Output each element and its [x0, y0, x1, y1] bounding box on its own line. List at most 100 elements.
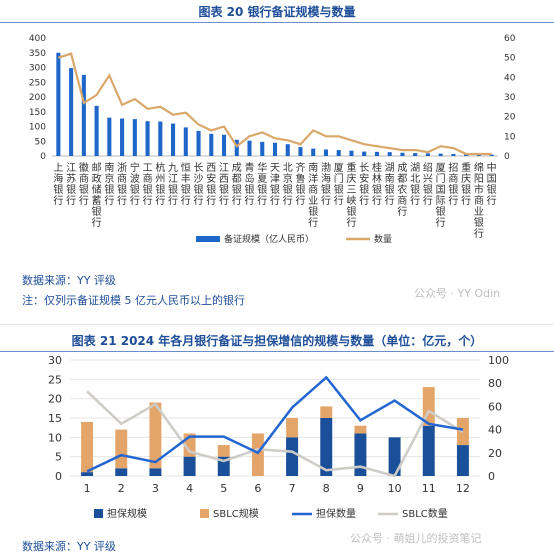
guarantee-bar [456, 445, 469, 476]
x-tick-label: 中国银行 [487, 161, 497, 207]
bar [400, 152, 405, 156]
y-right-tick-label: 40 [488, 424, 502, 437]
guarantee-bar [149, 468, 162, 476]
y-right-tick-label: 50 [504, 54, 516, 64]
y-right-tick-label: 60 [504, 34, 516, 44]
x-tick-label: 绍兴银行 [423, 161, 433, 207]
bar [323, 149, 329, 156]
bar [145, 121, 150, 156]
guarantee-bar [183, 456, 196, 476]
y-right-tick-label: 0 [488, 470, 495, 483]
guarantee-count-line [86, 375, 464, 473]
bar [260, 141, 265, 156]
x-tick-label: 长安银行 [359, 162, 369, 207]
x-tick-label: 重庆三峡银行 [346, 161, 356, 229]
bar [298, 147, 303, 156]
guarantee-bar [81, 472, 94, 476]
bar [107, 117, 112, 156]
sblc-bar [183, 433, 196, 457]
bar [120, 118, 125, 156]
bar [311, 148, 316, 156]
watermark-top: 公众号 · YY Odin [414, 287, 501, 300]
y-left-tick-label: 10 [48, 431, 62, 444]
bar [94, 105, 99, 156]
x-tick-label: 青岛银行 [245, 161, 255, 207]
y-right-tick-label: 20 [504, 113, 516, 123]
legend-line-label: 数量 [374, 233, 392, 245]
x-tick-label: 浙商银行 [117, 162, 127, 207]
y-left-tick-label: 30 [48, 354, 62, 367]
y-left-tick-label: 0 [40, 152, 46, 162]
y-left-tick-label: 50 [35, 137, 47, 147]
count-line [58, 52, 492, 156]
y-right-tick-label: 60 [488, 400, 502, 413]
y-left-tick-label: 200 [29, 93, 46, 103]
legend-bar-swatch [196, 236, 220, 242]
x-tick-label: 渤海银行 [321, 161, 331, 207]
x-tick-label: 九江银行 [168, 162, 178, 207]
x-tick-label: 桂林银行 [372, 161, 382, 207]
bar [451, 153, 456, 156]
figure20-note: 注：仅列示备证规模 5 亿元人民币以上的银行 [22, 294, 245, 307]
sblc-bar [217, 445, 230, 457]
legend-sblc-bar-label: SBLC规模 [213, 507, 259, 520]
bar [476, 154, 481, 156]
bar [349, 150, 354, 156]
x-tick-label: 杭州银行 [155, 161, 165, 207]
x-tick-label: 湖南银行 [385, 162, 395, 207]
legend-bar-label: 备证规模（亿人民币） [224, 233, 314, 245]
x-tick-label: 西安银行 [206, 163, 216, 207]
x-tick-label: 徽商银行 [79, 161, 89, 207]
y-left-tick-label: 300 [29, 64, 46, 74]
figure20-title: 图表 20 银行备证规模与数量 [0, 2, 554, 23]
x-tick-label: 6 [254, 482, 261, 495]
x-tick-label: 招商银行 [448, 161, 458, 207]
sblc-count-line [86, 390, 464, 478]
bar [56, 52, 61, 156]
x-tick-label: 齐鲁银行 [295, 161, 305, 207]
x-tick-label: 11 [422, 482, 436, 495]
sblc-bar [115, 429, 128, 469]
guarantee-bar [388, 437, 401, 476]
figure20-source: 数据来源：YY 评级 [22, 274, 116, 287]
legend-sblc-bar-swatch [200, 509, 209, 518]
x-tick-label: 天津银行 [270, 163, 280, 207]
x-tick-label: 1 [84, 482, 91, 495]
y-left-tick-label: 15 [48, 412, 62, 425]
sblc-bar [286, 418, 299, 438]
y-right-tick-label: 80 [488, 377, 502, 390]
separator [0, 324, 554, 325]
bar [413, 153, 418, 156]
x-tick-label: 恒丰银行 [181, 161, 191, 207]
bar [272, 142, 278, 156]
y-left-tick-label: 250 [29, 78, 46, 88]
y-left-tick-label: 0 [55, 470, 62, 483]
legend-guarantee-bar-label: 担保规模 [107, 507, 147, 520]
sblc-bar [422, 387, 435, 426]
x-tick-label: 工商银行 [143, 163, 153, 207]
x-tick-label: 厦门国际银行 [436, 162, 446, 229]
bar [464, 154, 469, 156]
x-tick-label: 2 [118, 482, 125, 495]
y-left-tick-label: 100 [29, 123, 46, 133]
bar [132, 119, 137, 156]
bar [158, 121, 163, 156]
sblc-bar [354, 425, 367, 434]
y-left-tick-label: 25 [48, 373, 62, 386]
bar [247, 140, 252, 156]
y-right-tick-label: 0 [504, 152, 510, 162]
bar [234, 139, 239, 156]
x-tick-label: 宁波银行 [130, 161, 140, 207]
y-left-tick-label: 400 [29, 34, 46, 44]
sblc-bar [149, 402, 162, 469]
guarantee-bar [115, 468, 128, 476]
y-left-tick-label: 150 [29, 108, 46, 118]
x-tick-label: 南京银行 [104, 161, 114, 207]
bank-sblc-chart: 0 50 100 150 200 250 300 350 400 0 10 20 30 40 50 60 上海银… [29, 34, 516, 245]
bar [362, 151, 367, 156]
x-tick-label: 4 [186, 482, 193, 495]
x-tick-label: 7 [289, 482, 296, 495]
x-tick-label: 江西银行 [219, 162, 229, 207]
guarantee-bar [217, 456, 230, 476]
